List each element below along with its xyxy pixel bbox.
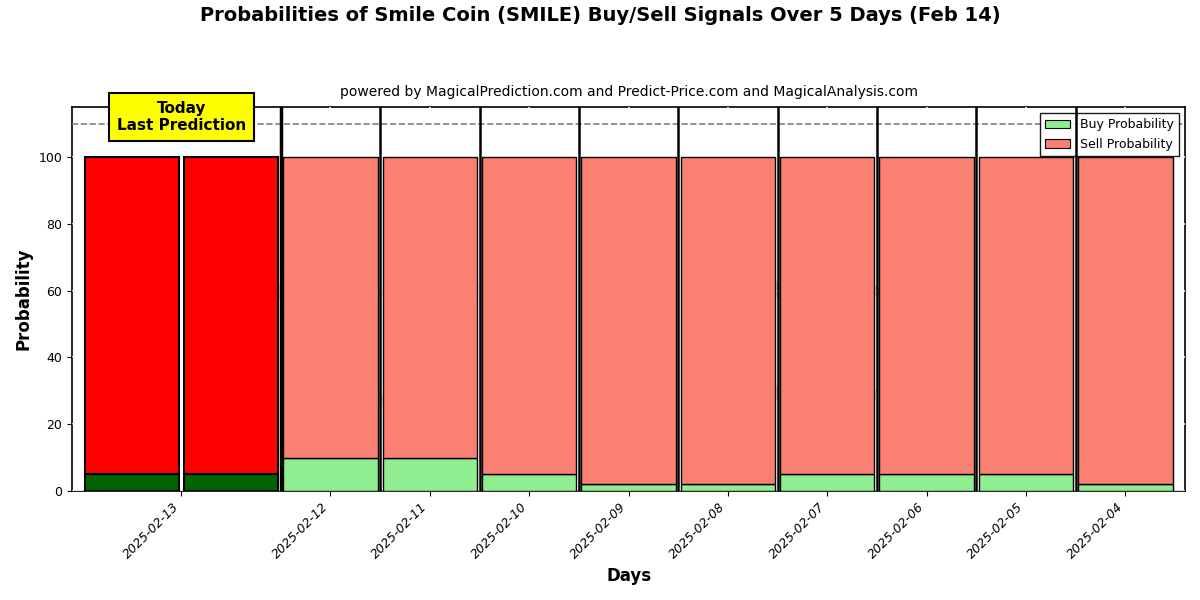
Bar — [780, 157, 875, 474]
Bar — [880, 157, 974, 474]
Bar — [184, 474, 278, 491]
Bar — [482, 474, 576, 491]
X-axis label: Days: Days — [606, 567, 652, 585]
Bar — [581, 484, 676, 491]
Bar — [383, 458, 478, 491]
Text: Probabilities of Smile Coin (SMILE) Buy/Sell Signals Over 5 Days (Feb 14): Probabilities of Smile Coin (SMILE) Buy/… — [199, 6, 1001, 25]
Bar — [1078, 484, 1172, 491]
Bar — [680, 157, 775, 484]
Bar — [482, 157, 576, 474]
Text: MagicalPrediction.com: MagicalPrediction.com — [684, 281, 952, 301]
Bar — [1078, 157, 1172, 484]
Text: MagicalAnalysis.com: MagicalAnalysis.com — [245, 280, 522, 304]
Text: MagicalPrediction.com: MagicalPrediction.com — [703, 386, 932, 404]
Bar — [283, 458, 378, 491]
Bar — [581, 157, 676, 484]
Bar — [383, 157, 478, 458]
Y-axis label: Probability: Probability — [16, 248, 34, 350]
Legend: Buy Probability, Sell Probability: Buy Probability, Sell Probability — [1040, 113, 1178, 155]
Bar — [184, 157, 278, 474]
Text: calAnalysis.com: calAnalysis.com — [296, 385, 472, 404]
Bar — [979, 474, 1073, 491]
Bar — [880, 474, 974, 491]
Bar — [283, 157, 378, 458]
Bar — [84, 157, 179, 474]
Bar — [780, 474, 875, 491]
Text: Today
Last Prediction: Today Last Prediction — [116, 101, 246, 133]
Bar — [84, 474, 179, 491]
Bar — [979, 157, 1073, 474]
Bar — [680, 484, 775, 491]
Title: powered by MagicalPrediction.com and Predict-Price.com and MagicalAnalysis.com: powered by MagicalPrediction.com and Pre… — [340, 85, 918, 99]
